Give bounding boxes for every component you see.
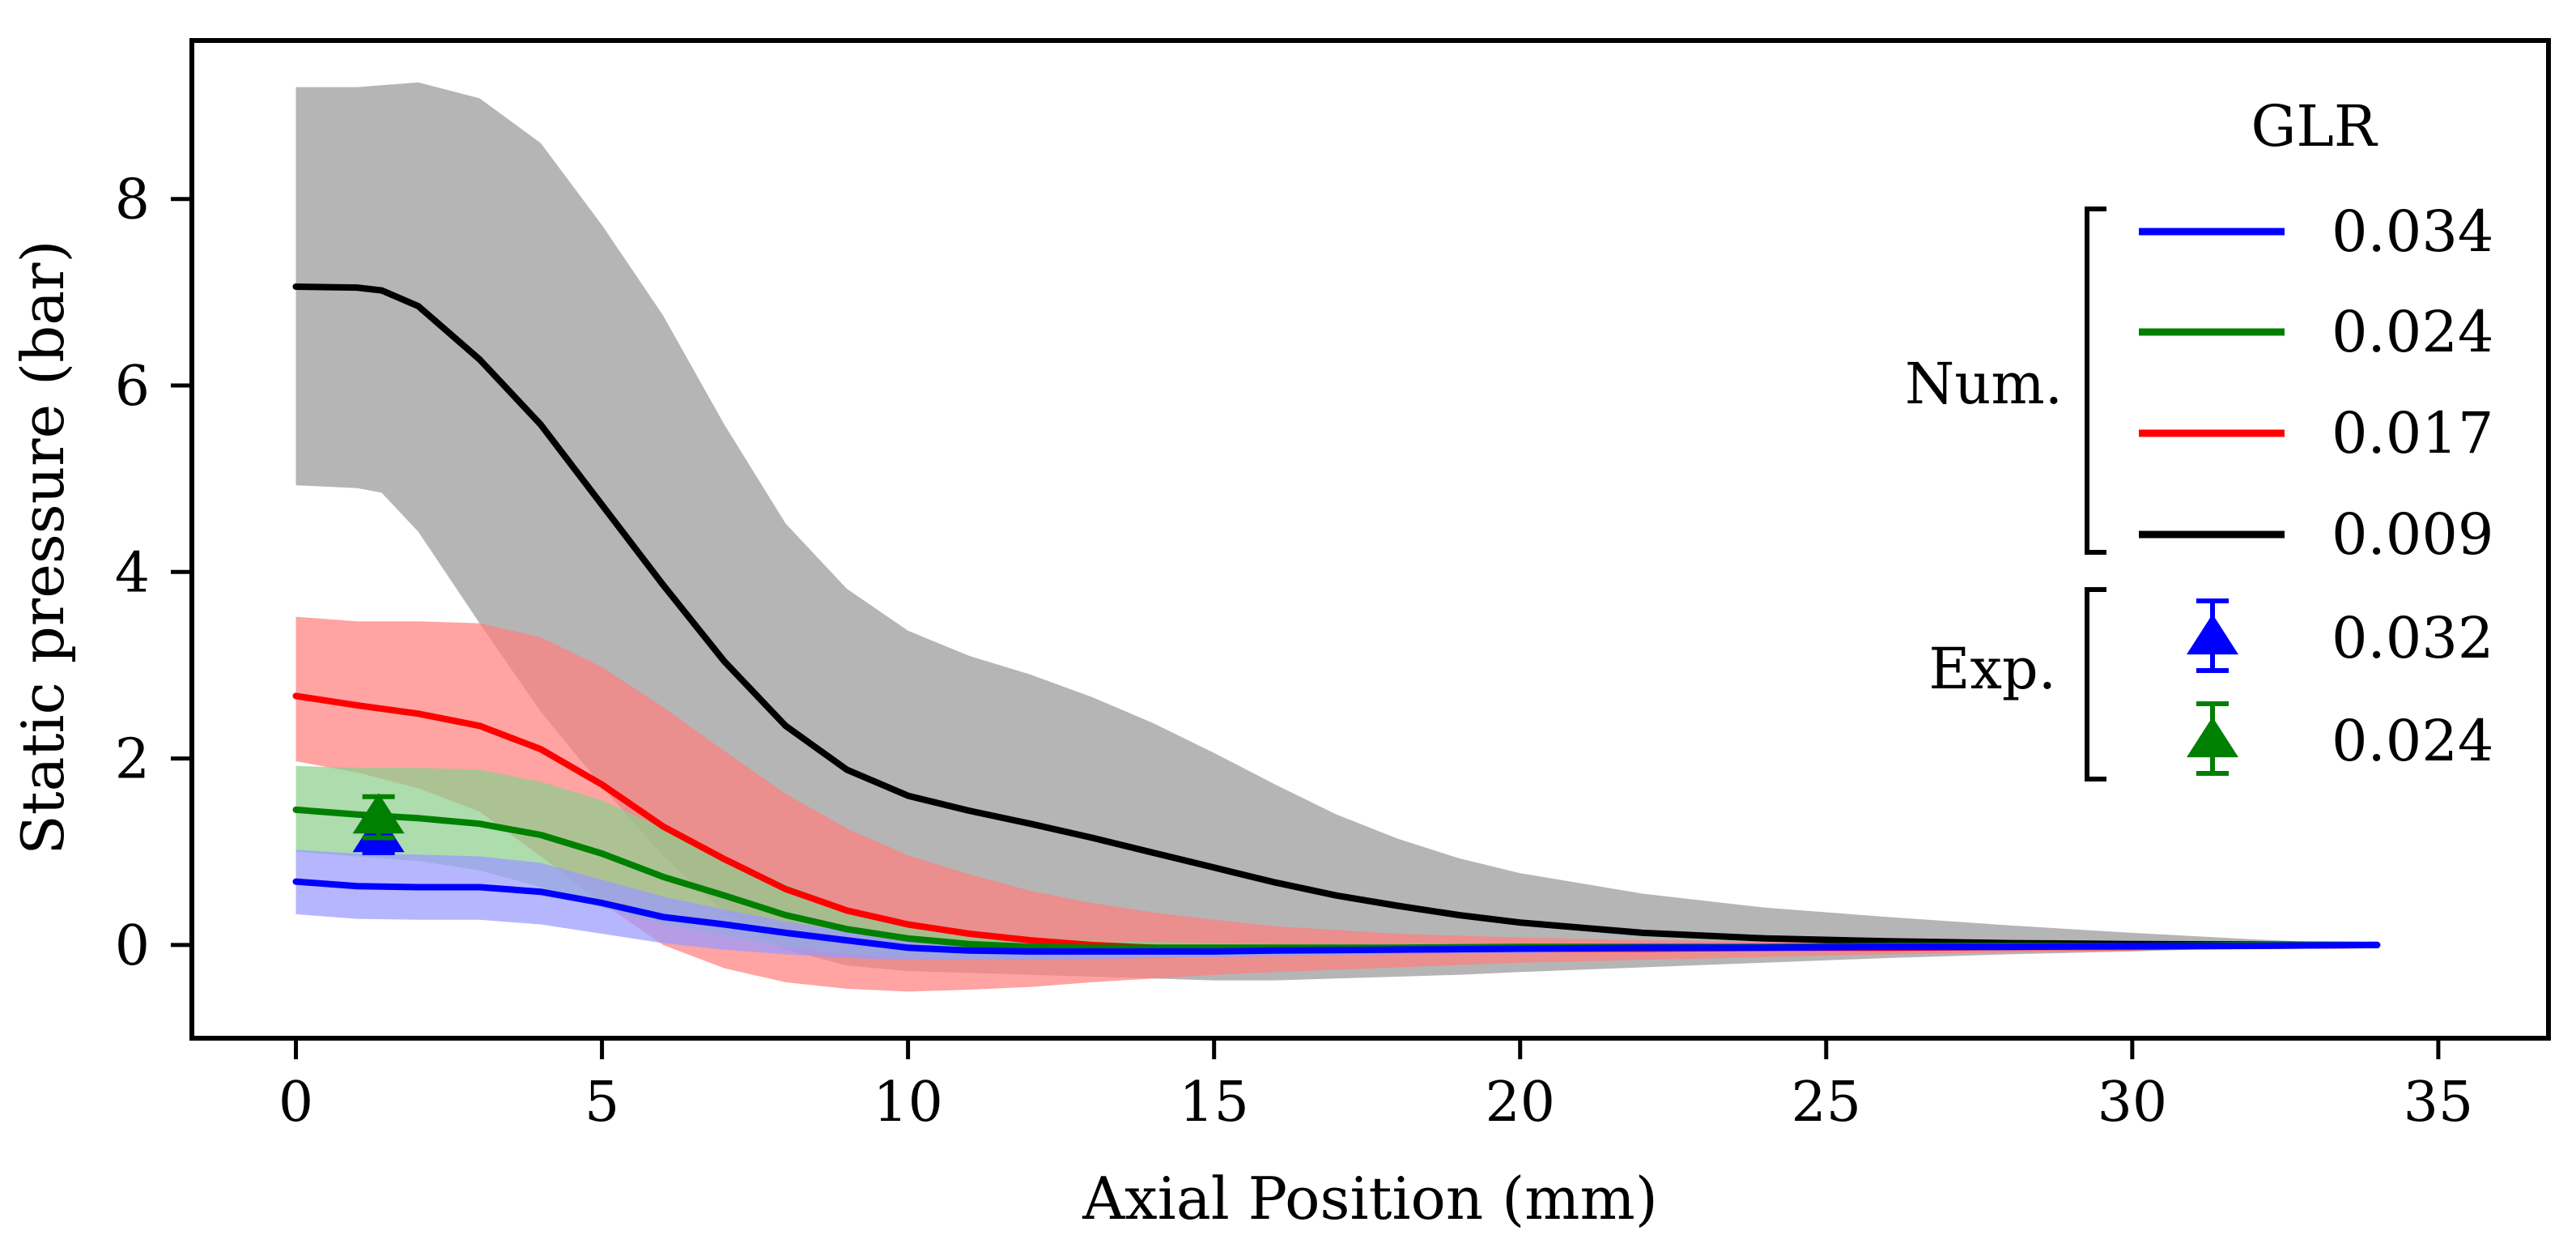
legend-group-num: Num. [1905, 351, 2063, 417]
legend: GLR 0.034 0.024 0.017 0.009 0.032 0.024 Num. Ex… [1905, 93, 2493, 781]
exp-point-glr-0-024 [352, 793, 405, 841]
x-tick-label: 30 [2098, 1071, 2168, 1135]
x-tick-label: 5 [584, 1071, 619, 1135]
legend-group-exp: Exp. [1928, 636, 2056, 702]
x-axis-ticks: 0 5 10 15 20 25 30 35 [278, 1038, 2473, 1135]
legend-label: 0.024 [2332, 299, 2493, 365]
legend-exp-marker-0-024-triangle [2187, 717, 2238, 758]
y-axis-label: Static pressure (bar) [9, 240, 77, 854]
legend-exp-marker-0-032-triangle [2187, 614, 2238, 655]
y-axis-ticks: 0 2 4 6 8 [115, 168, 192, 978]
legend-label: 0.009 [2332, 501, 2493, 568]
y-tick-label: 2 [115, 728, 150, 792]
y-tick-label: 4 [115, 541, 150, 605]
x-tick-label: 10 [873, 1071, 943, 1135]
legend-bracket-num [2085, 207, 2106, 555]
legend-bracket-exp [2085, 587, 2106, 781]
x-tick-label: 20 [1485, 1071, 1555, 1135]
exp-point-glr-0-024-triangle [352, 793, 405, 834]
y-tick-label: 6 [115, 355, 150, 419]
legend-label: 0.017 [2332, 400, 2493, 466]
legend-label: 0.032 [2332, 605, 2493, 671]
x-tick-label: 35 [2404, 1071, 2474, 1135]
x-axis-label: Axial Position (mm) [1082, 1165, 1658, 1233]
x-tick-label: 25 [1792, 1071, 1862, 1135]
line-glr-0-034 [292, 878, 2381, 955]
line-glr-0-009 [292, 283, 2381, 948]
legend-label: 0.024 [2332, 708, 2493, 774]
series-lines [292, 283, 2381, 955]
band-glr-0-009 [295, 82, 2378, 981]
band-glr-0-024 [295, 765, 2378, 960]
legend-title: GLR [2251, 93, 2378, 160]
legend-exp-marker-0-032 [2187, 598, 2238, 673]
legend-exp-marker-0-024 [2187, 701, 2238, 776]
legend-label: 0.034 [2332, 198, 2493, 265]
x-tick-label: 0 [278, 1071, 313, 1135]
band-glr-0-034 [295, 850, 2378, 960]
y-tick-label: 0 [115, 914, 150, 978]
y-tick-label: 8 [115, 168, 150, 232]
x-tick-label: 15 [1179, 1071, 1249, 1135]
plot-frame [189, 38, 2551, 1041]
experimental-points [352, 793, 405, 855]
